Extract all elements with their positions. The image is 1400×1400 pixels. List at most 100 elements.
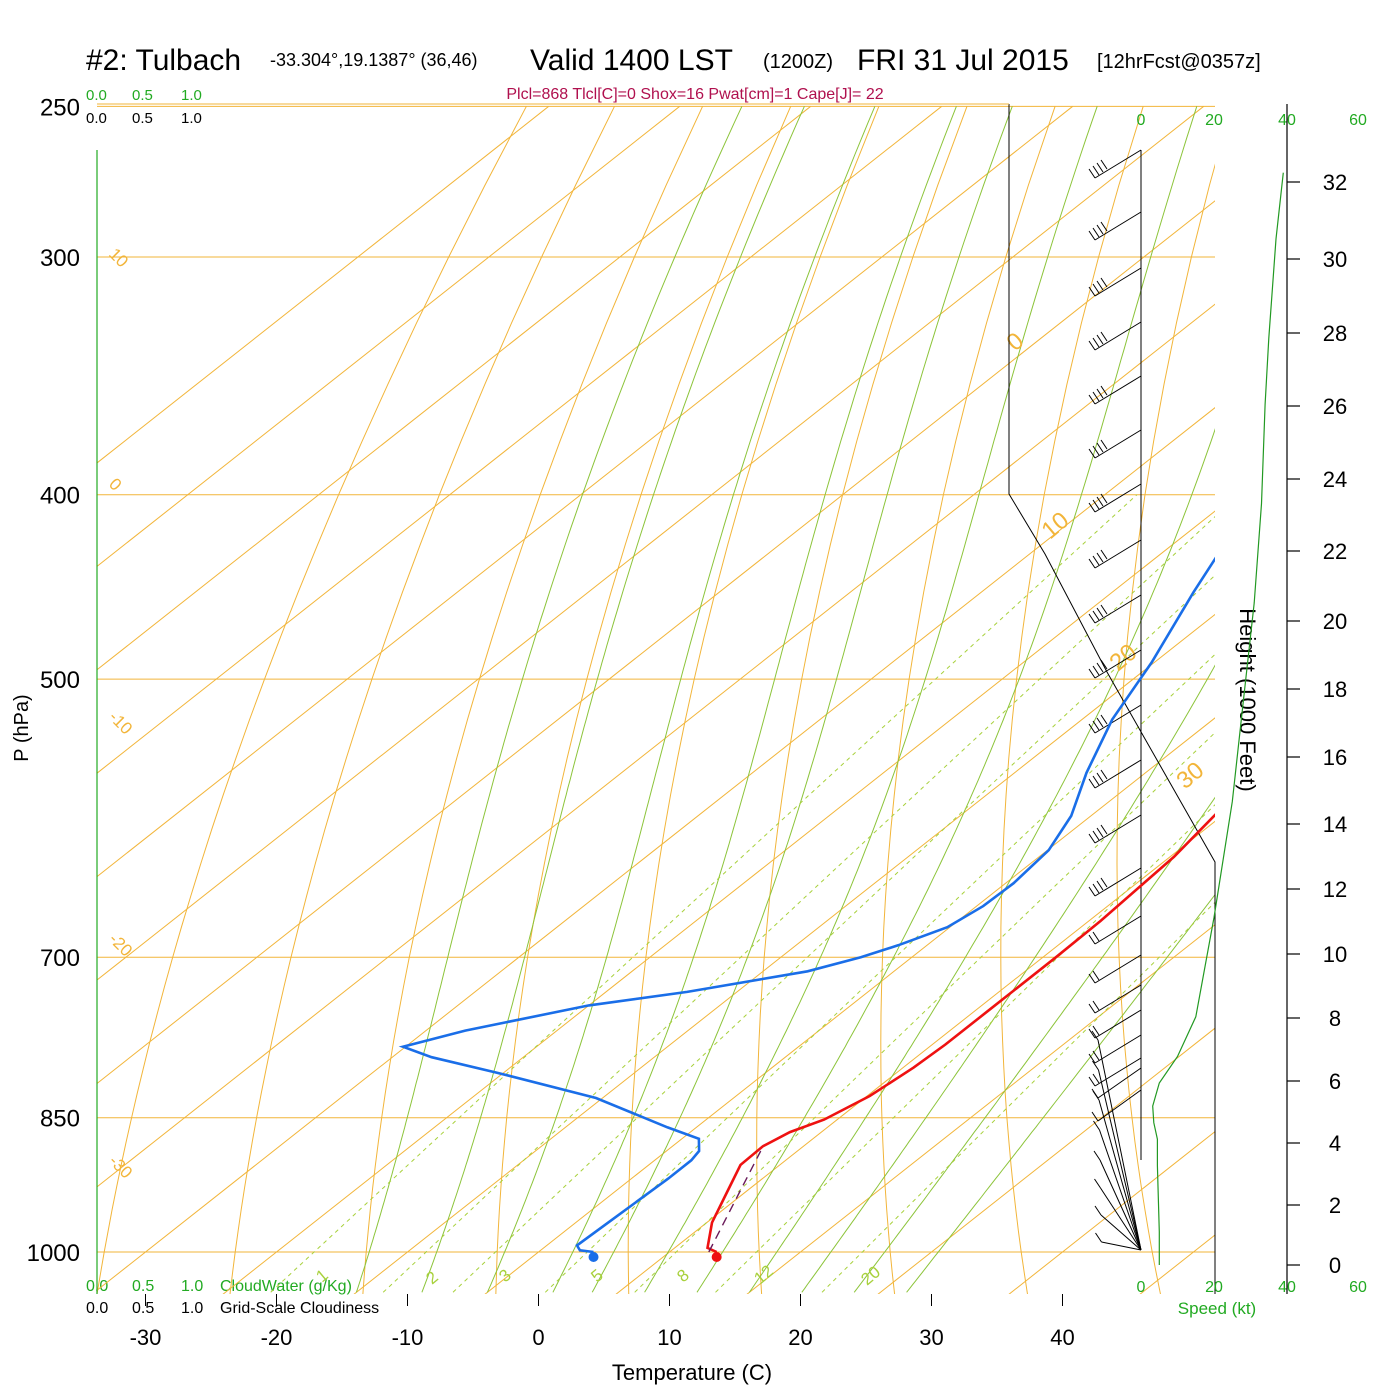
speed-bottom-tick: 60 [1349, 1279, 1367, 1296]
x-tick-label: 0 [532, 1325, 544, 1350]
forecast-date: FRI 31 Jul 2015 [857, 44, 1069, 77]
dry-adiabat-line [362, 106, 704, 1294]
dry-adiabat-label: 10 [1037, 507, 1075, 545]
wind-barb-feather [1092, 830, 1100, 841]
wind-barb-staff [1099, 1159, 1142, 1251]
wind-barb-staff [1100, 1187, 1142, 1251]
wind-barb-feather [1088, 502, 1096, 513]
isotherm-line [97, 407, 1215, 1291]
utc-time: (1200Z) [763, 51, 833, 73]
moist-adiabat-line [421, 106, 805, 1293]
wind-barb-feather [1096, 552, 1104, 563]
wind-barb-feather [1100, 659, 1108, 670]
wind-barb-staff [1098, 1069, 1142, 1251]
speed-bottom-tick: 0 [1137, 1279, 1146, 1296]
wind-barb-staff [1094, 1009, 1142, 1039]
wind-barb-feather [1088, 886, 1096, 897]
wind-barb-feather [1088, 723, 1096, 734]
wind-barb-staff [1094, 915, 1142, 945]
wind-barb-feather [1088, 973, 1096, 984]
wind-barb-feather [1093, 1150, 1101, 1161]
isotherm-line [97, 200, 1215, 1085]
x-tick-label: 20 [788, 1325, 812, 1350]
sounding-series [398, 556, 1215, 1262]
surface-temperature-marker [711, 1252, 722, 1262]
wind-barb-feather [1088, 1076, 1096, 1087]
bottom-black-tick: 1.0 [181, 1300, 203, 1317]
wind-barb-feather [1095, 1232, 1102, 1243]
wind-barb-feather [1088, 448, 1096, 459]
wind-barb-feather [1096, 162, 1104, 173]
wind-barb-staff [1094, 954, 1142, 984]
isotherm-line [877, 1027, 1215, 1294]
wind-barb-feather [1092, 499, 1100, 510]
pressure-tick-label: 700 [40, 945, 80, 972]
height-tick-label: 28 [1323, 321, 1347, 346]
dry-adiabat-line [627, 106, 880, 1294]
mixing-ratio-line [270, 494, 1138, 1293]
wind-barb-staff [1094, 759, 1142, 789]
parcel-path-line [708, 1150, 762, 1253]
wind-barb-feather [1092, 1073, 1100, 1084]
pressure-tick-label: 850 [40, 1106, 80, 1133]
isotherm-line [97, 303, 1215, 1188]
wind-barb-staff [1094, 649, 1142, 679]
wind-barb-staff [1094, 211, 1142, 241]
wind-barb-staff [1101, 1241, 1142, 1251]
pressure-tick-label: 1000 [27, 1240, 80, 1267]
wind-barb-feather [1092, 555, 1100, 566]
wind-barb-feather [1100, 331, 1108, 342]
wind-barb-staff [1094, 867, 1142, 897]
wind-barb-feather [1088, 558, 1096, 569]
bottom-cloudwater-scale: 0.0 0.5 1.0 CloudWater (g/Kg) [86, 1278, 352, 1295]
wind-barb-feather [1100, 877, 1108, 888]
wind-barb-feather [1092, 337, 1100, 348]
wind-barb-feather [1092, 1060, 1099, 1071]
wind-barb-staff [1094, 984, 1142, 1014]
wind-barb-feather [1088, 934, 1096, 945]
top-black-tick: 0.0 [86, 110, 107, 127]
wind-barb-feather [1100, 385, 1108, 396]
isotherm-line [97, 105, 943, 774]
wind-barb-feather [1100, 604, 1108, 615]
isotherm-line [97, 105, 550, 464]
wind-barb-feather [1100, 439, 1108, 450]
wind-barb-feather [1088, 230, 1096, 241]
x-tick-label: 40 [1050, 1325, 1074, 1350]
mixing-ratio-label: 20 [857, 1262, 884, 1289]
moist-adiabat-line [486, 106, 876, 1293]
wind-barb-feather [1092, 720, 1100, 731]
height-tick-label: 12 [1323, 877, 1347, 902]
wind-barb-feather [1088, 340, 1096, 351]
height-tick-label: 16 [1323, 745, 1347, 770]
wind-barb-feather [1088, 778, 1096, 789]
y-axis-label: P (hPa) [11, 694, 33, 761]
wind-barb-feather [1100, 277, 1108, 288]
dry-adiabat-line [1339, 106, 1400, 1331]
mixing-ratio-line [634, 731, 1215, 1293]
wind-barb-feather [1096, 280, 1104, 291]
wind-barb-staff [1094, 267, 1142, 297]
wind-barb-feather [1092, 391, 1100, 402]
dry-adiabat-label: 20 [1105, 639, 1143, 677]
wind-barb-feather [1092, 665, 1100, 676]
dry-adiabat-line [1116, 163, 1215, 1294]
moist-adiabat-line [591, 106, 1013, 1293]
top-cloudwater-scale: 0.0 0.5 1.0 [86, 87, 202, 104]
moist-adiabat-line [552, 106, 957, 1293]
wind-barb-staff [1100, 1214, 1142, 1251]
pressure-axis: 250 300 400 500 700 850 1000 [27, 94, 80, 1267]
isotherm-line [484, 717, 1215, 1294]
wind-barb-feather [1096, 388, 1104, 399]
wind-barb-feather [1088, 286, 1096, 297]
wind-barb-feather [1092, 1050, 1100, 1061]
bottom-black-tick: 0.0 [86, 1300, 108, 1317]
mixing-ratio-label: 12 [750, 1261, 777, 1288]
speed-top-tick: 20 [1205, 112, 1223, 129]
wind-barb-feather [1092, 1090, 1100, 1101]
height-tick-label: 30 [1323, 247, 1347, 272]
bottom-green-tick: 0.5 [132, 1278, 154, 1295]
